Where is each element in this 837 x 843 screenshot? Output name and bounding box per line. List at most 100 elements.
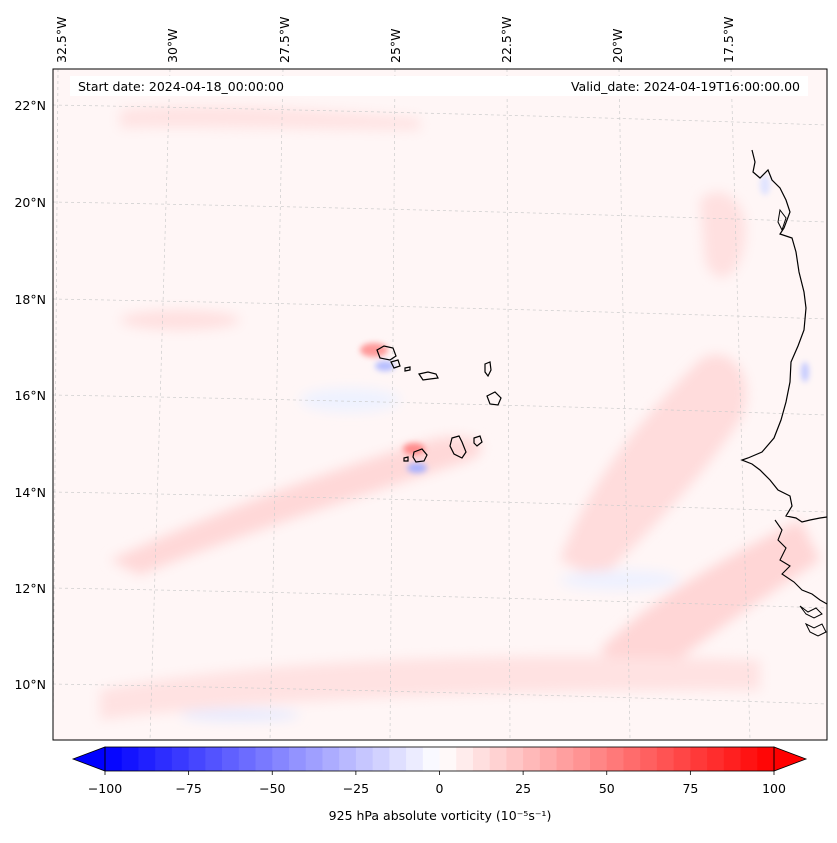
- colorbar-cell: [355, 747, 374, 771]
- colorbar-cell: [322, 747, 340, 771]
- colorbar-cells: [105, 747, 775, 771]
- colorbar-tick-label: −50: [259, 781, 285, 796]
- meridian-line: [53, 69, 59, 740]
- colorbar-ticks: [104, 771, 775, 775]
- parallel-line: [53, 587, 827, 609]
- island-sao-nicolau: [418, 371, 439, 381]
- latitude-labels: 22°N 20°N 18°N 16°N 14°N 12°N 10°N: [14, 98, 46, 692]
- wake-positive: [403, 443, 425, 455]
- colorbar-cell: [723, 747, 741, 771]
- colorbar-cell: [171, 747, 190, 771]
- colorbar-cell: [272, 747, 290, 771]
- vorticity-field: [100, 105, 820, 721]
- lat-label: 10°N: [14, 677, 46, 692]
- longitude-labels: 32.5°W 30°W 27.5°W 25°W 22.5°W 20°W 17.5…: [54, 17, 736, 63]
- colorbar-cell: [590, 747, 608, 771]
- date-label-box: [70, 76, 808, 96]
- colorbar-cell: [556, 747, 574, 771]
- colorbar-cell: [288, 747, 307, 771]
- meridian-line: [269, 69, 284, 740]
- meridian-line: [730, 69, 751, 740]
- colorbar-cell: [506, 747, 524, 771]
- lat-label: 14°N: [14, 485, 46, 500]
- island-fogo: [412, 448, 428, 463]
- colorbar-tick-label: 25: [515, 781, 531, 796]
- island-wake-features: [360, 175, 809, 473]
- lon-label: 32.5°W: [54, 17, 69, 63]
- wake-negative: [801, 362, 809, 382]
- vorticity-band-positive: [120, 310, 240, 330]
- colorbar-cell: [472, 747, 491, 771]
- island-santa-luzia: [404, 366, 411, 372]
- colorbar-cell: [339, 747, 357, 771]
- colorbar-cell: [456, 747, 474, 771]
- wake-negative: [375, 361, 395, 371]
- vorticity-band-negative: [560, 570, 680, 590]
- colorbar-cell: [623, 747, 641, 771]
- colorbar-cell: [656, 747, 675, 771]
- vorticity-band-positive: [700, 192, 746, 278]
- colorbar-cell: [406, 747, 424, 771]
- cape-verde-islands: [376, 345, 502, 463]
- colorbar-cell: [222, 747, 240, 771]
- coastal-island: [777, 208, 787, 232]
- colorbar-cell: [205, 747, 223, 771]
- vorticity-band-negative: [180, 709, 300, 721]
- colorbar-cell: [422, 747, 440, 771]
- wake-negative: [407, 463, 427, 473]
- colorbar-label: 925 hPa absolute vorticity (10⁻⁵s⁻¹): [329, 808, 552, 823]
- african-coastline: [740, 149, 827, 523]
- colorbar-cell: [389, 747, 407, 771]
- island-boa-vista: [486, 391, 502, 406]
- vorticity-band-positive: [100, 656, 760, 720]
- parallel-line: [53, 491, 827, 513]
- lon-label: 20°W: [610, 28, 625, 63]
- colorbar-tick-label: −100: [88, 781, 122, 796]
- colorbar-tick-label: 0: [436, 781, 444, 796]
- map-panel: [53, 69, 827, 740]
- colorbar-cell: [255, 747, 273, 771]
- colorbar-cell: [238, 747, 256, 771]
- vorticity-band-positive: [600, 520, 820, 690]
- colorbar-cell: [138, 747, 156, 771]
- wake-positive: [360, 343, 388, 357]
- parallel-line: [53, 298, 827, 320]
- valid-date-label: Valid_date: 2024-04-19T16:00:00.00: [571, 79, 800, 94]
- colorbar-cell: [690, 747, 708, 771]
- start-date-label: Start date: 2024-04-18_00:00:00: [78, 79, 284, 94]
- colorbar-cell: [188, 747, 206, 771]
- lat-label: 16°N: [14, 388, 46, 403]
- coastal-island: [804, 622, 827, 637]
- gridlines: [53, 69, 827, 740]
- colorbar-tick-label: 100: [762, 781, 786, 796]
- colorbar-cell: [523, 747, 541, 771]
- colorbar-cell: [606, 747, 624, 771]
- colorbar-extend-max: [773, 746, 808, 772]
- colorbar-cell: [372, 747, 390, 771]
- island-santiago: [449, 435, 467, 459]
- colorbar-tick-label: 75: [682, 781, 698, 796]
- meridian-line: [149, 69, 171, 740]
- coastal-island: [799, 605, 823, 619]
- lon-label: 17.5°W: [721, 17, 736, 63]
- vorticity-band-positive: [110, 436, 483, 575]
- lat-label: 18°N: [14, 292, 46, 307]
- colorbar-cell: [121, 747, 139, 771]
- meridian-line: [389, 69, 396, 740]
- colorbar-cell: [539, 747, 557, 771]
- colorbar-extend-min: [71, 746, 106, 772]
- colorbar-tick-label: −25: [343, 781, 369, 796]
- colorbar-cell: [573, 747, 591, 771]
- colorbar-tick-label: −75: [175, 781, 201, 796]
- map-frame: [52, 68, 828, 741]
- lon-label: 22.5°W: [499, 17, 514, 63]
- colorbar-cell: [489, 747, 507, 771]
- colorbar-cell: [439, 747, 457, 771]
- colorbar-cell: [105, 747, 123, 771]
- colorbar: −100 −75 −50 −25 0 25 50 75 100 925 hPa …: [71, 746, 808, 823]
- colorbar-tick-labels: −100 −75 −50 −25 0 25 50 75 100: [88, 781, 786, 796]
- colorbar-cell: [757, 747, 775, 771]
- colorbar-cell: [640, 747, 658, 771]
